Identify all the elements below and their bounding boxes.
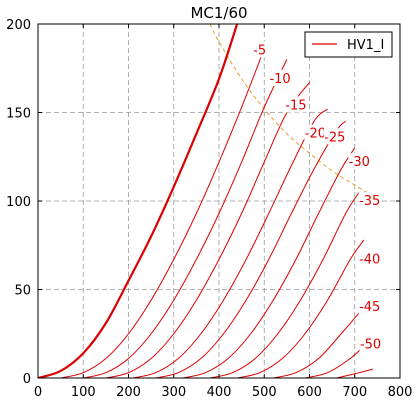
- y-tick-label: 100: [6, 195, 31, 210]
- y-tick-label: 50: [14, 284, 31, 299]
- tick-layer: 0 100 200 300 400 500 600 700 800 0 50 100 150 200: [6, 18, 412, 400]
- legend-label: HV1_I: [347, 38, 384, 53]
- series-line: [182, 147, 356, 378]
- curve-label-layer: -5-10 -15 -20-25 -30 -35 -40 -45 -50: [248, 41, 382, 352]
- series-line: [60, 48, 265, 378]
- curve-label-bg: [284, 96, 307, 113]
- x-tick-label: 200: [116, 385, 141, 400]
- curve-label-bg: [359, 335, 382, 352]
- series-line: [336, 368, 373, 378]
- legend: HV1_I: [304, 31, 393, 58]
- series-line: [155, 120, 347, 378]
- y-tick-label: 0: [23, 372, 31, 387]
- series-line: [105, 82, 310, 378]
- curve-label: -30: [349, 155, 370, 170]
- x-tick-label: 800: [388, 385, 413, 400]
- curve-label: -45: [359, 300, 380, 315]
- chart-title: MC1/60: [190, 4, 247, 22]
- series-line: [209, 191, 360, 378]
- curve-label: -35: [359, 194, 380, 209]
- grid-layer: [38, 24, 400, 378]
- series-line: [236, 239, 365, 378]
- y-tick-label: 150: [6, 107, 31, 122]
- x-tick-label: 0: [34, 385, 42, 400]
- y-tick-label: 200: [6, 18, 31, 33]
- series-line: [304, 345, 365, 378]
- curve-label-bg: [358, 192, 381, 208]
- curve-label: -25: [324, 130, 345, 145]
- curve-label: -15: [285, 98, 306, 113]
- curve-label: -50: [360, 337, 381, 352]
- x-tick-label: 100: [71, 385, 96, 400]
- curve-label: -10: [269, 72, 290, 87]
- curve-label-bg: [358, 250, 381, 267]
- x-tick-label: 300: [161, 385, 186, 400]
- curve-label-bg: [269, 69, 292, 86]
- series-line: [83, 59, 288, 378]
- x-tick-label: 600: [297, 385, 322, 400]
- x-tick-label: 400: [207, 385, 232, 400]
- x-tick-label: 500: [252, 385, 277, 400]
- curve-label: -40: [359, 252, 380, 267]
- series-line: [132, 108, 328, 378]
- curve-label-bg: [323, 128, 346, 145]
- curve-label-bg: [348, 153, 371, 170]
- curve-label-bg: [304, 124, 327, 141]
- curve-label-bg: [248, 41, 271, 58]
- curve-label-bg: [358, 298, 381, 315]
- series-line-zero-grid: [38, 24, 239, 378]
- power-limit-curve: [209, 24, 378, 200]
- curve-label: -5: [253, 44, 266, 59]
- curve-label: -20: [305, 127, 326, 142]
- x-tick-label: 700: [342, 385, 367, 400]
